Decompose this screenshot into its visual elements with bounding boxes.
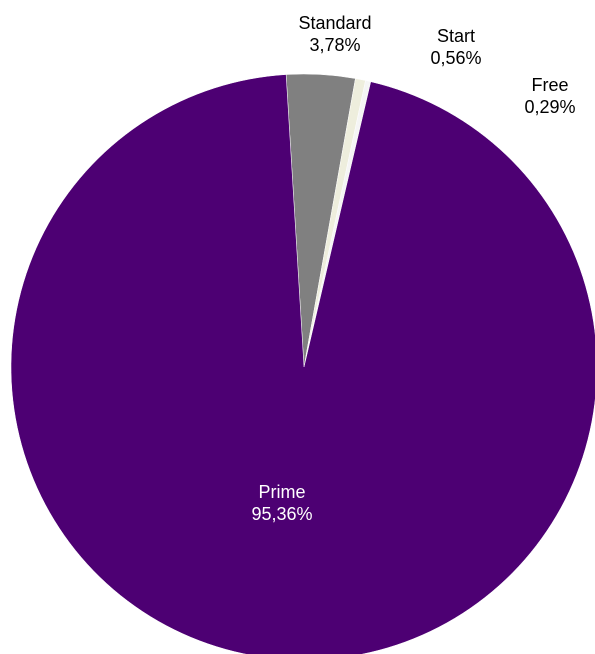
slice-value-free: 0,29% <box>524 97 575 117</box>
slice-value-start: 0,56% <box>430 48 481 68</box>
slice-value-standard: 3,78% <box>309 35 360 55</box>
slice-name-free: Free <box>531 75 568 95</box>
slice-name-standard: Standard <box>298 13 371 33</box>
pie-slice-prime <box>10 74 595 654</box>
slice-name-prime: Prime <box>258 482 305 502</box>
slice-name-start: Start <box>437 26 475 46</box>
slice-value-prime: 95,36% <box>251 504 312 524</box>
